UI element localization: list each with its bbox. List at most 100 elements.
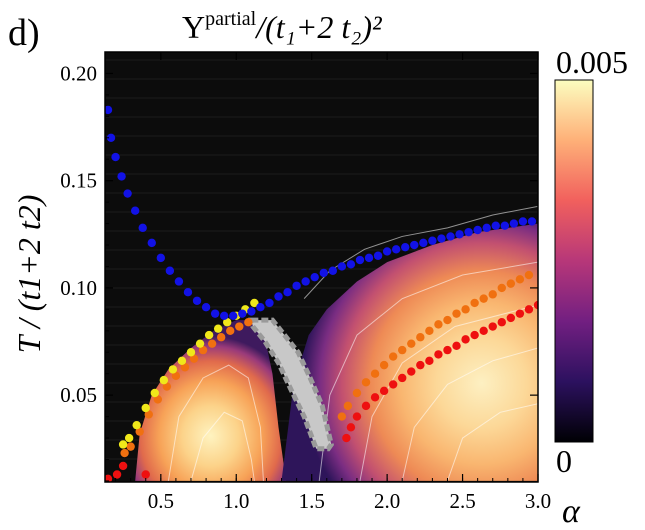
marker-point bbox=[455, 230, 464, 239]
marker-point bbox=[373, 251, 383, 260]
marker-point bbox=[150, 388, 159, 398]
marker-point bbox=[328, 266, 338, 275]
marker-point bbox=[105, 105, 113, 115]
y-tick-label: 0.15 bbox=[60, 169, 97, 193]
marker-point bbox=[515, 275, 525, 284]
marker-point bbox=[506, 279, 516, 288]
marker-point bbox=[165, 266, 175, 275]
colorbar bbox=[554, 79, 594, 443]
marker-point bbox=[292, 281, 301, 290]
marker-point bbox=[159, 375, 169, 385]
marker-point bbox=[235, 322, 244, 331]
marker-point bbox=[204, 330, 214, 340]
marker-point bbox=[434, 350, 443, 359]
marker-point bbox=[226, 326, 235, 336]
marker-point bbox=[319, 268, 328, 278]
marker-point bbox=[488, 322, 497, 331]
marker-point bbox=[229, 311, 238, 320]
marker-point bbox=[382, 247, 392, 256]
marker-point bbox=[135, 427, 144, 436]
title-symbol: Υ bbox=[182, 9, 205, 45]
marker-point bbox=[132, 420, 141, 430]
marker-point bbox=[461, 335, 470, 344]
marker-point bbox=[201, 303, 211, 312]
marker-point bbox=[470, 330, 479, 340]
x-tick-label: 3.0 bbox=[525, 489, 551, 513]
marker-point bbox=[238, 309, 247, 318]
marker-point bbox=[250, 298, 259, 308]
x-tick-label: 0.5 bbox=[148, 489, 174, 513]
marker-point bbox=[111, 152, 120, 162]
contour-line bbox=[190, 411, 255, 482]
marker-point bbox=[452, 341, 461, 351]
marker-point bbox=[180, 363, 190, 372]
marker-point bbox=[247, 307, 256, 316]
marker-point bbox=[112, 470, 122, 479]
marker-point bbox=[213, 324, 223, 333]
marker-point bbox=[144, 410, 153, 419]
marker-point bbox=[168, 365, 178, 374]
marker-point bbox=[515, 309, 525, 318]
marker-point bbox=[482, 223, 491, 233]
marker-point bbox=[337, 262, 347, 271]
marker-point bbox=[491, 221, 500, 230]
marker-point bbox=[355, 255, 365, 265]
marker-point bbox=[171, 371, 181, 381]
y-tick-label: 0.10 bbox=[60, 276, 97, 300]
marker-point bbox=[118, 461, 128, 471]
marker-point bbox=[310, 272, 319, 282]
contour-line bbox=[167, 364, 264, 482]
marker-point bbox=[425, 326, 434, 336]
marker-point bbox=[401, 242, 410, 252]
marker-point bbox=[147, 238, 156, 248]
marker-point bbox=[428, 236, 437, 245]
marker-point bbox=[527, 217, 537, 226]
marker-point bbox=[186, 348, 196, 357]
x-tick-label: 2.0 bbox=[374, 489, 400, 513]
marker-point bbox=[407, 339, 416, 348]
marker-point bbox=[509, 219, 519, 228]
marker-point bbox=[361, 378, 371, 387]
marker-point bbox=[379, 386, 389, 396]
series-blue-markers bbox=[105, 105, 537, 320]
series-red-markers bbox=[105, 300, 538, 482]
marker-point bbox=[216, 333, 226, 342]
marker-point bbox=[174, 277, 184, 286]
marker-point bbox=[105, 474, 113, 482]
marker-point bbox=[410, 240, 419, 250]
gray-region bbox=[248, 317, 334, 452]
marker-point bbox=[370, 393, 380, 402]
marker-point bbox=[343, 401, 353, 411]
marker-point bbox=[452, 309, 461, 318]
marker-point bbox=[524, 305, 534, 314]
marker-point bbox=[301, 277, 310, 286]
marker-point bbox=[138, 223, 147, 233]
marker-point bbox=[479, 326, 488, 336]
title-divisor: /(t₁+2 t₂)² bbox=[254, 9, 383, 45]
plot-frame bbox=[104, 51, 539, 483]
marker-point bbox=[464, 227, 473, 237]
marker-point bbox=[195, 339, 205, 348]
marker-point bbox=[120, 448, 129, 458]
marker-point bbox=[518, 217, 528, 226]
marker-point bbox=[130, 206, 140, 215]
marker-point bbox=[223, 318, 232, 327]
marker-point bbox=[153, 395, 163, 404]
marker-point bbox=[497, 283, 506, 293]
contour-line bbox=[359, 304, 538, 482]
marker-point bbox=[141, 470, 150, 479]
y-tick-label: 0.20 bbox=[60, 61, 97, 85]
contour-line bbox=[318, 261, 538, 481]
marker-point bbox=[117, 172, 126, 181]
marker-point bbox=[434, 320, 443, 329]
marker-point bbox=[370, 369, 380, 378]
marker-point bbox=[189, 354, 199, 363]
x-axis-label: α bbox=[562, 493, 581, 530]
marker-point bbox=[361, 401, 371, 411]
marker-point bbox=[473, 225, 482, 235]
marker-point bbox=[407, 367, 416, 376]
marker-point bbox=[346, 423, 356, 432]
marker-point bbox=[524, 270, 534, 280]
x-tick-label: 2.5 bbox=[449, 489, 475, 513]
